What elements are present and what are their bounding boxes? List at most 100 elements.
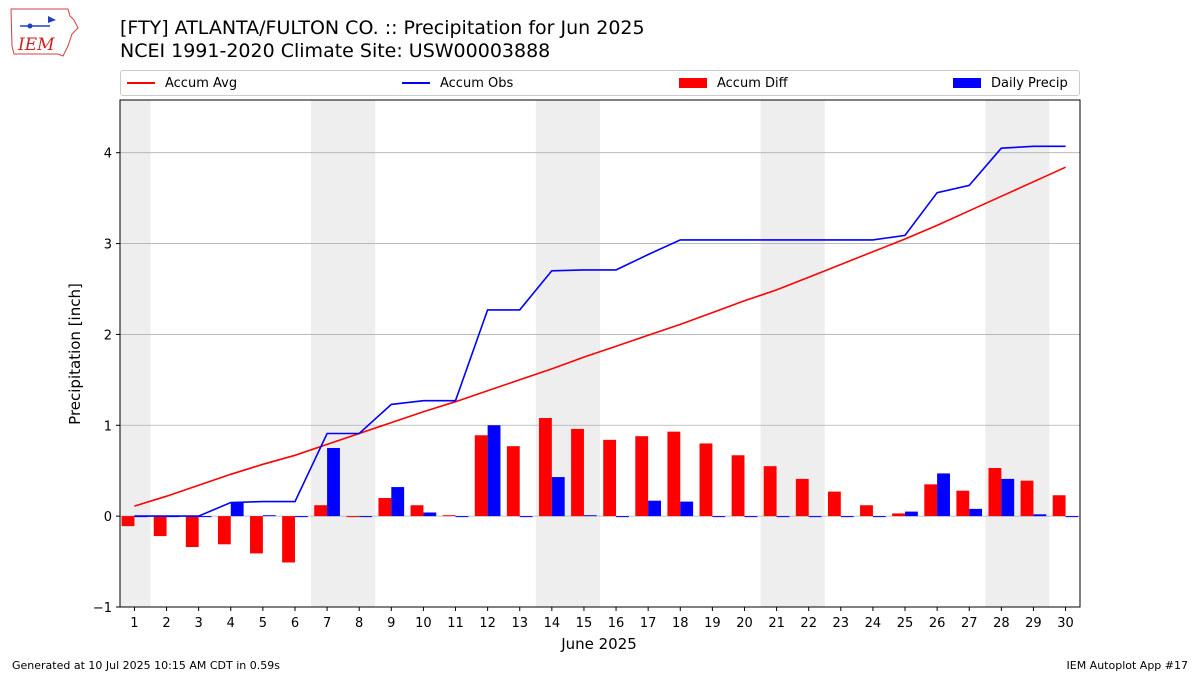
daily-precip-bar	[808, 516, 822, 518]
axes	[119, 99, 1081, 608]
daily-precip-bar	[423, 512, 437, 517]
accum-diff-bar	[250, 516, 263, 554]
daily-precip-bar	[1033, 514, 1047, 517]
x-tick-label: 23	[833, 616, 850, 631]
accum-diff-bar	[667, 431, 681, 517]
weekend-band	[535, 100, 600, 607]
bar-marks	[121, 418, 1079, 563]
daily-precip-bar	[969, 508, 983, 517]
y-axis-label: Precipitation [inch]	[66, 283, 84, 425]
legend-swatch-accum-avg	[127, 82, 155, 84]
legend-item-daily-precip: Daily Precip	[953, 71, 1068, 95]
accum-diff-bar	[217, 516, 231, 545]
daily-precip-bar	[648, 500, 662, 517]
accum-diff-bar	[635, 436, 649, 517]
daily-precip-bar	[712, 516, 726, 518]
daily-precip-bar	[262, 515, 276, 517]
daily-precip-bar	[905, 511, 918, 517]
accum-diff-bar	[474, 435, 488, 517]
accum-diff-bar	[956, 490, 970, 517]
daily-precip-bar	[937, 473, 950, 517]
y-tick-label: −1	[93, 601, 112, 616]
daily-precip-bar	[616, 516, 629, 518]
chart-title: [FTY] ATLANTA/FULTON CO. :: Precipitatio…	[120, 17, 645, 39]
x-axis-label: June 2025	[560, 635, 637, 653]
y-tick-label: 4	[104, 147, 112, 162]
accum-diff-bar	[892, 513, 906, 517]
x-tick-label: 28	[993, 616, 1010, 631]
legend-swatch-accum-obs	[402, 82, 430, 84]
x-tick-label: 27	[961, 616, 978, 631]
legend-swatch-daily-precip	[953, 78, 981, 88]
x-tick-label: 8	[355, 616, 363, 631]
legend-item-accum-avg: Accum Avg	[127, 71, 237, 95]
daily-precip-bar	[583, 515, 597, 517]
x-tick-label: 16	[608, 616, 625, 631]
accum-diff-bar	[153, 516, 167, 537]
weekend-band	[120, 100, 151, 607]
plot-frame	[119, 99, 1081, 608]
y-tick-label: 1	[104, 419, 112, 434]
daily-precip-bar	[230, 502, 244, 517]
legend-swatch-accum-diff	[679, 78, 707, 88]
daily-precip-bar	[487, 425, 501, 517]
x-tick-label: 17	[640, 616, 657, 631]
x-tick-label: 18	[672, 616, 689, 631]
y-tick-label: 0	[104, 510, 112, 525]
accum-diff-bar	[121, 516, 135, 527]
y-tick-label: 2	[104, 328, 112, 343]
accum-diff-bar	[185, 516, 199, 548]
x-tick-label: 12	[479, 616, 496, 631]
x-tick-label: 20	[736, 616, 753, 631]
daily-precip-bar	[327, 447, 340, 517]
legend-item-accum-obs: Accum Obs	[402, 71, 513, 95]
accum-diff-bar	[763, 466, 777, 517]
legend-label-accum-diff: Accum Diff	[717, 75, 788, 91]
daily-precip-bar	[391, 487, 405, 517]
chart-subtitle: NCEI 1991-2020 Climate Site: USW00003888	[120, 40, 551, 62]
daily-precip-bar	[359, 516, 373, 518]
logo-sun	[27, 23, 33, 29]
x-tick-label: 6	[291, 616, 299, 631]
x-tick-label: 30	[1057, 616, 1074, 631]
line-marks	[134, 145, 1066, 517]
generated-timestamp: Generated at 10 Jul 2025 10:15 AM CDT in…	[12, 659, 280, 672]
logo-flag	[48, 16, 56, 23]
legend-label-accum-obs: Accum Obs	[440, 75, 514, 91]
weekend-band	[760, 100, 825, 607]
daily-precip-bar	[455, 516, 469, 518]
weekend-band	[311, 100, 376, 607]
accum-diff-bar	[442, 515, 456, 517]
x-tick-label: 2	[162, 616, 170, 631]
accum-diff-bar	[1020, 480, 1034, 517]
daily-precip-bar	[519, 516, 533, 518]
x-tick-label: 25	[897, 616, 914, 631]
x-tick-label: 24	[865, 616, 882, 631]
logo-text: IEM	[17, 35, 55, 55]
x-tick-label: 21	[768, 616, 785, 631]
x-tick-label: 9	[387, 616, 395, 631]
x-tick-label: 19	[704, 616, 721, 631]
accum-diff-bar	[924, 484, 938, 517]
x-tick-label: 29	[1025, 616, 1042, 631]
accum-diff-bar	[378, 497, 392, 517]
x-tick-label: 22	[800, 616, 817, 631]
accum-diff-bar	[346, 516, 360, 518]
x-tick-label: 11	[447, 616, 464, 631]
daily-precip-bar	[198, 516, 212, 518]
accum-diff-bar	[571, 428, 584, 517]
x-tick-label: 14	[544, 616, 561, 631]
weekend-band	[985, 100, 1050, 607]
autoplot-app-label: IEM Autoplot App #17	[1066, 659, 1189, 672]
x-tick-label: 1	[130, 616, 138, 631]
x-tick-label: 5	[259, 616, 267, 631]
daily-precip-bar	[840, 516, 854, 518]
accum-diff-bar	[603, 439, 617, 517]
accum-diff-bar	[731, 455, 745, 517]
accum-diff-bar	[827, 491, 841, 517]
accum-diff-bar	[506, 446, 520, 517]
daily-precip-bar	[294, 516, 308, 518]
legend-label-daily-precip: Daily Precip	[991, 75, 1068, 91]
